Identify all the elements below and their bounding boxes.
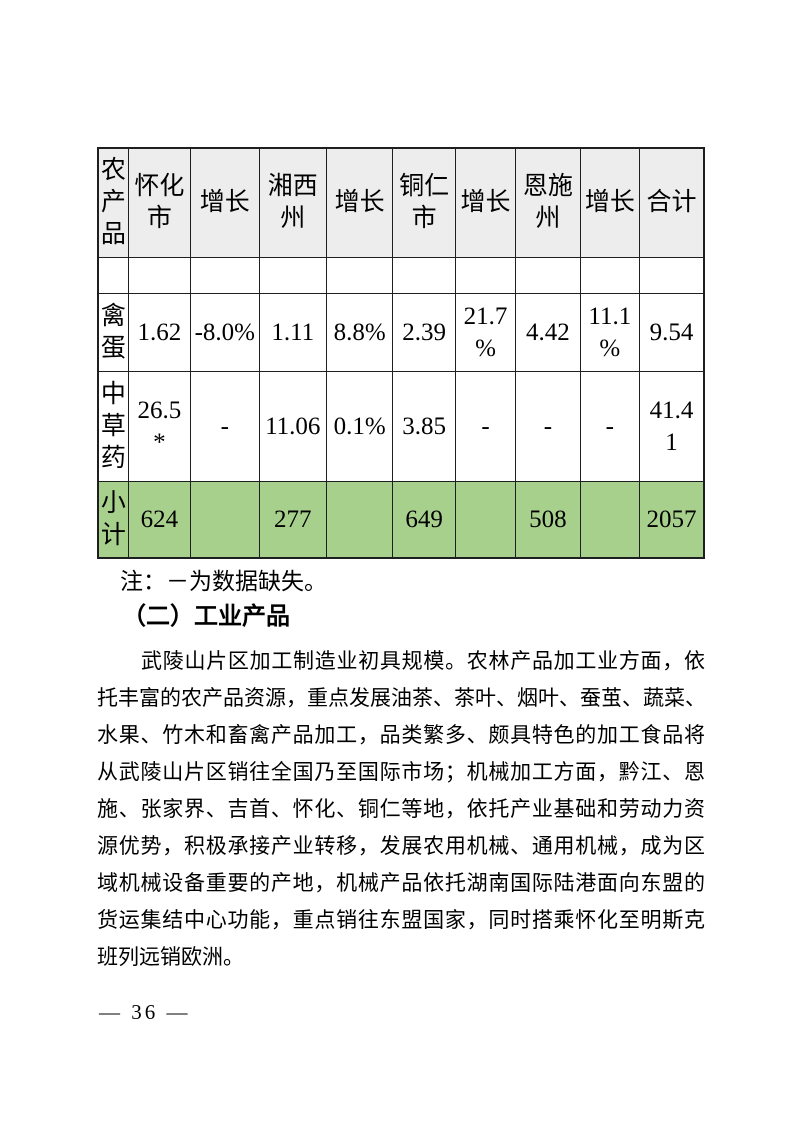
table-cell: -: [190, 371, 260, 482]
header-cell: 铜仁 市: [392, 147, 456, 258]
header-cell: 增长: [190, 147, 260, 258]
table-cell: 3.85: [392, 371, 456, 482]
paragraph-line: 水果、竹木和畜禽产品加工，品类繁多、颇具特色的加工食品将: [97, 723, 705, 747]
page-number: — 36 —: [99, 1000, 191, 1024]
table-cell: 9.54: [639, 293, 705, 372]
table-cell: 277: [258, 481, 327, 559]
header-cell: 增长: [454, 147, 517, 258]
table-row: 中 草 药 26.5 * -11.06 0.1% 3.85- - -41.4 1: [97, 371, 705, 482]
table-cell: -: [515, 371, 581, 482]
paragraph-line: 班列远销欧洲。: [97, 945, 244, 969]
table-cell: 649: [392, 481, 456, 559]
header-cell: 合计: [639, 147, 705, 258]
table-cell: [127, 257, 192, 294]
table-cell: 小 计: [97, 481, 129, 559]
table-cell: 21.7 %: [454, 293, 517, 372]
paragraph-line: 施、张家界、吉首、怀化、铜仁等地，依托产业基础和劳动力资: [97, 797, 705, 821]
table-cell: -8.0%: [190, 293, 260, 372]
paragraph-line: 从武陵山片区销往全国乃至国际市场；机械加工方面，黔江、恩: [97, 760, 705, 784]
table-cell: [392, 257, 456, 294]
empty-row: [97, 257, 705, 294]
table-cell: -: [579, 371, 641, 482]
table-cell: 2057: [639, 481, 705, 559]
header-cell: 湘西 州: [258, 147, 327, 258]
section-heading: （二）工业产品: [122, 604, 290, 630]
table-cell: [579, 257, 641, 294]
table-cell: 1.11: [258, 293, 327, 372]
agricultural-products-table: 农 产 品怀化 市增长 湘西 州增长 铜仁 市增长 恩施 州增长 合计禽 蛋 1.62 -8…: [97, 147, 705, 559]
paragraph-line: 货运集结中心功能，重点销往东盟国家，同时搭乘怀化至明斯克: [97, 908, 705, 932]
table-cell: [258, 257, 327, 294]
body-paragraph: 武陵山片区加工制造业初具规模。农林产品加工业方面，依托丰富的农产品资源，重点发展…: [97, 643, 706, 976]
header-cell: 恩施 州: [515, 147, 581, 258]
table-row: 禽 蛋 1.62 -8.0% 1.11 8.8% 2.39 21.7 % 4.42 11.1 %…: [97, 293, 705, 372]
paragraph-line: 托丰富的农产品资源，重点发展油茶、茶叶、烟叶、蚕茧、蔬菜、: [97, 686, 706, 710]
table-cell: [325, 481, 394, 559]
header-cell: 农 产 品: [97, 147, 129, 258]
table-cell: [190, 481, 260, 559]
table-cell: 41.4 1: [639, 371, 705, 482]
table-cell: 禽 蛋: [97, 293, 129, 372]
table-cell: [454, 257, 517, 294]
paragraph-line: 源优势，积极承接产业转移，发展农用机械、通用机械，成为区: [97, 834, 705, 858]
table-header-row: 农 产 品怀化 市增长 湘西 州增长 铜仁 市增长 恩施 州增长 合计: [97, 147, 705, 258]
table-note: 注：－为数据缺失。: [120, 569, 327, 594]
paragraph-line: 域机械设备重要的产地，机械产品依托湖南国际陆港面向东盟的: [97, 871, 705, 895]
table-cell: [515, 257, 581, 294]
table-cell: 11.1 %: [579, 293, 641, 372]
table-cell: [325, 257, 394, 294]
table-cell: [190, 257, 260, 294]
table-cell: 0.1%: [325, 371, 394, 482]
page-content: 农 产 品怀化 市增长 湘西 州增长 铜仁 市增长 恩施 州增长 合计禽 蛋 1.62 -8…: [97, 147, 706, 976]
table-cell: 508: [515, 481, 581, 559]
table-cell: 26.5 *: [127, 371, 192, 482]
table-cell: [454, 481, 517, 559]
table-cell: 8.8%: [325, 293, 394, 372]
table-cell: [639, 257, 705, 294]
table-cell: [579, 481, 641, 559]
table-cell: 624: [127, 481, 192, 559]
table-cell: 2.39: [392, 293, 456, 372]
header-cell: 增长: [325, 147, 394, 258]
header-cell: 怀化 市: [127, 147, 192, 258]
table-cell: 4.42: [515, 293, 581, 372]
table-cell: 中 草 药: [97, 371, 129, 482]
table-cell: -: [454, 371, 517, 482]
table-cell: [97, 257, 129, 294]
table-cell: 1.62: [127, 293, 192, 372]
paragraph-line: 武陵山片区加工制造业初具规模。农林产品加工业方面，依: [141, 649, 705, 673]
header-cell: 增长: [579, 147, 641, 258]
subtotal-row: 小 计 624 277 649 508 2057: [97, 481, 705, 559]
table-cell: 11.06: [258, 371, 327, 482]
